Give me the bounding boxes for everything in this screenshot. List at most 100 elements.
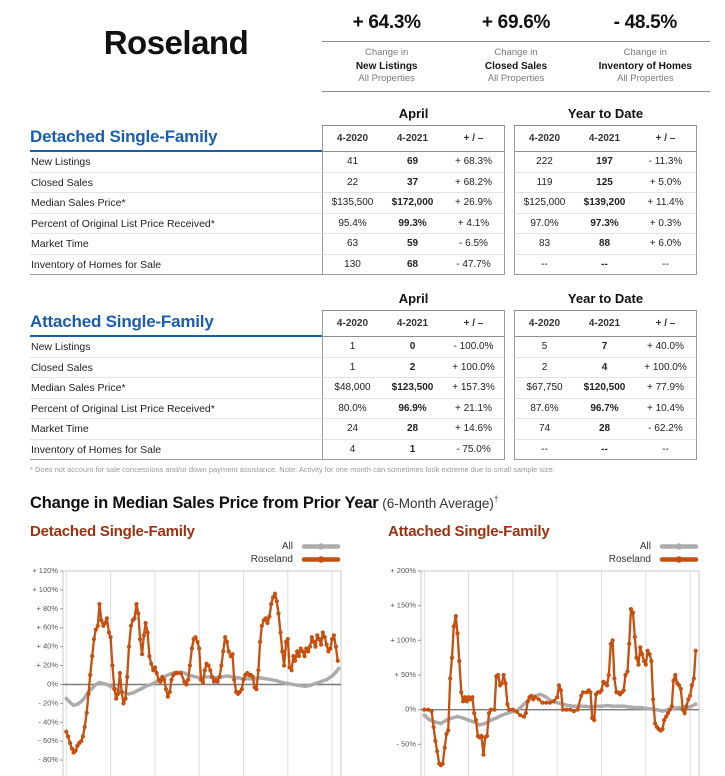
chart-head: Detached Single-Family All Roseland [26, 521, 344, 567]
table-cell: - 6.5% [443, 234, 505, 255]
table-cell: + 77.9% [635, 378, 697, 399]
legend-marker-icon [659, 556, 699, 563]
table-cell: + 14.6% [443, 419, 505, 440]
table-cell: 63 [322, 234, 382, 255]
group-gap [505, 214, 514, 235]
table-cell: -- [635, 439, 697, 461]
stat-label-line2: Inventory of Homes [598, 60, 692, 72]
table-cell: + 11.4% [635, 193, 697, 214]
row-label: Percent of Original List Price Received* [30, 399, 322, 420]
table-cell: + 157.3% [443, 378, 505, 399]
table-cell: - 62.2% [635, 419, 697, 440]
legend-label: Roseland [250, 554, 293, 566]
table-title: Detached Single-Family [30, 125, 322, 153]
table-cell: -- [514, 439, 574, 461]
dagger-symbol: † [493, 494, 499, 504]
svg-text:- 20%: - 20% [38, 699, 58, 708]
table-cell: 28 [382, 419, 443, 440]
svg-text:0%: 0% [47, 680, 58, 689]
svg-text:+ 50%: + 50% [395, 670, 417, 679]
table-cell: -- [635, 254, 697, 276]
table-cell: -- [574, 440, 635, 461]
row-label: Inventory of Homes for Sale [30, 255, 322, 276]
column-header: + / – [635, 310, 697, 338]
row-label: Inventory of Homes for Sale [30, 440, 322, 461]
group-header-year-to-date: Year to Date [567, 291, 644, 307]
svg-text:- 80%: - 80% [38, 755, 58, 764]
stat-label-line1: Change in [623, 47, 667, 58]
stat-label-line1: Change in [365, 47, 409, 58]
stat-label-line2: Closed Sales [484, 60, 548, 72]
table-cell: 1 [322, 337, 382, 358]
column-header: 4-2021 [382, 125, 443, 153]
table-cell: 69 [382, 152, 443, 173]
svg-text:+ 120%: + 120% [32, 567, 58, 575]
table-cell: 83 [514, 234, 574, 255]
table-cell: 130 [322, 254, 382, 276]
svg-text:- 60%: - 60% [38, 736, 58, 745]
svg-text:+ 60%: + 60% [37, 623, 59, 632]
column-header: 4-2021 [574, 125, 635, 153]
table-cell: 80.0% [322, 398, 382, 420]
stat-closed-sales-value: + 69.6% [481, 12, 551, 33]
page-title: Roseland [103, 24, 249, 61]
svg-text:0%: 0% [405, 705, 416, 714]
svg-text:- 100%: - 100% [34, 774, 58, 776]
table-cell: 96.9% [382, 399, 443, 420]
legend-item-roseland: Roseland [251, 554, 342, 565]
table-cell: 119 [514, 172, 574, 194]
table-cell: 4 [322, 439, 382, 461]
table-cell: $172,000 [382, 193, 443, 214]
report-header: Roseland + 64.3% + 69.6% - 48.5% Change … [30, 10, 715, 93]
detached-line-chart: + 120% + 100% + 80% + 60% + 40% + 20% 0% - 20% -… [32, 566, 342, 776]
stat-label-line3: All Properties [358, 72, 415, 84]
table-cell: + 5.0% [635, 172, 697, 194]
row-label: Median Sales Price* [30, 193, 322, 214]
row-label: Closed Sales [30, 358, 322, 379]
chart-legend: All Roseland [251, 539, 342, 565]
table-cell: - 100.0% [443, 337, 505, 358]
table-cell: 5 [514, 337, 574, 358]
row-label: Median Sales Price* [30, 378, 322, 399]
column-header: 4-2020 [514, 125, 574, 153]
column-header: 4-2020 [514, 310, 574, 338]
table-cell: $139,200 [574, 193, 635, 214]
table-cell: 2 [382, 358, 443, 379]
svg-text:+ 40%: + 40% [37, 642, 59, 651]
svg-text:- 50%: - 50% [396, 740, 416, 749]
stat-new-listings-value: + 64.3% [352, 12, 421, 33]
table-cell: - 75.0% [443, 439, 505, 461]
summary-stat-labels: Change in New Listings All Properties Ch… [322, 41, 710, 93]
table-cell: 0 [382, 337, 443, 358]
table-cell: $120,500 [574, 378, 635, 399]
stat-new-listings-label: Change in New Listings All Properties [322, 47, 451, 85]
column-header: + / – [443, 125, 505, 153]
row-label: Market Time [30, 419, 322, 440]
table-cell: + 4.1% [443, 213, 505, 235]
group-gap [505, 378, 514, 399]
table-cell: 87.6% [514, 398, 574, 420]
column-header: 4-2020 [322, 125, 382, 153]
table-cell: + 10.4% [635, 398, 697, 420]
table-cell: + 0.3% [635, 213, 697, 235]
column-header: + / – [443, 310, 505, 338]
table-cell: 4 [574, 358, 635, 379]
table-cell: + 68.2% [443, 172, 505, 194]
attached-chart-block: Attached Single-Family All Roseland + 200… [384, 521, 702, 776]
svg-text:+ 200%: + 200% [390, 567, 416, 575]
stat-closed-sales-label: Change in Closed Sales All Properties [451, 47, 580, 85]
table-cell: $48,000 [322, 378, 382, 399]
charts-row: Detached Single-Family All Roseland + 120… [26, 521, 705, 776]
stat-label-line3: All Properties [487, 72, 545, 84]
table-cell: 7 [574, 337, 635, 358]
table-cell: + 26.9% [443, 193, 505, 214]
table-cell: + 100.0% [635, 357, 697, 379]
svg-text:+ 80%: + 80% [37, 604, 59, 613]
legend-label: All [639, 541, 651, 553]
group-gap [505, 234, 514, 255]
svg-text:+ 20%: + 20% [37, 661, 59, 670]
legend-marker-icon [659, 543, 699, 550]
table-cell: 2 [514, 357, 574, 379]
charts-section-title: Change in Median Sales Price from Prior … [30, 494, 725, 513]
